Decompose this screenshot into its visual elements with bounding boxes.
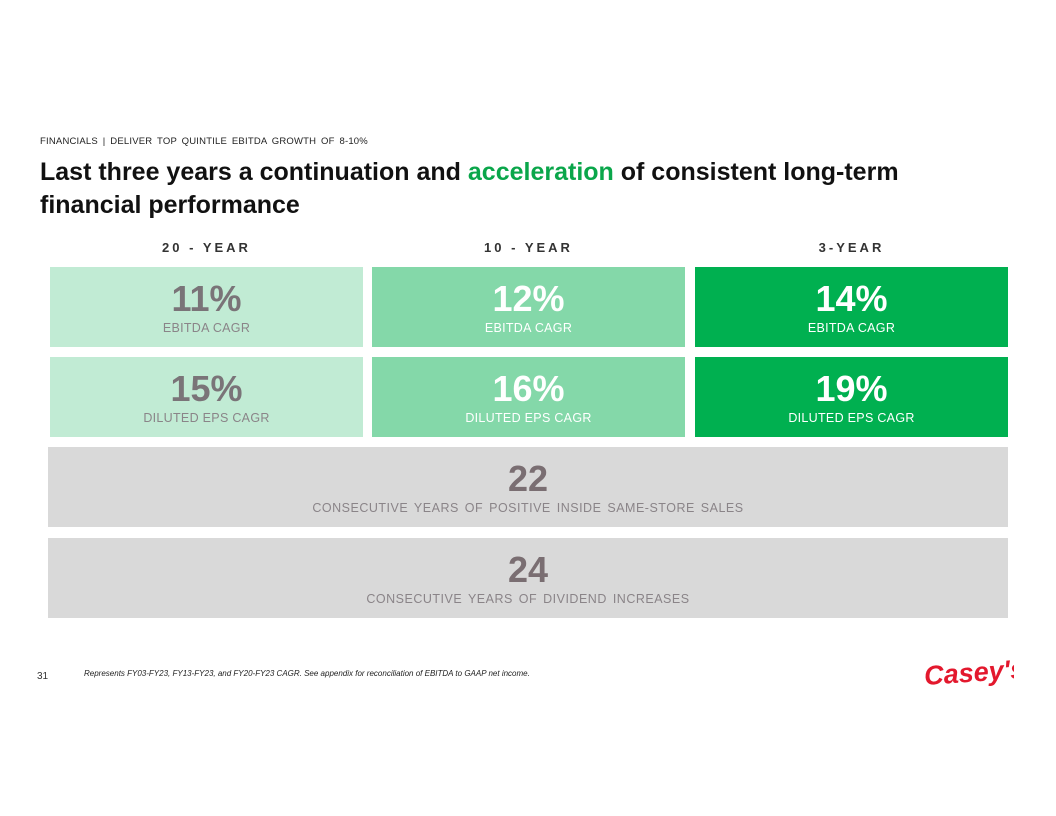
tile-label: EBITDA CAGR bbox=[162, 321, 251, 335]
band-value: 22 bbox=[507, 458, 549, 499]
title-part-1: Last three years a continuation and bbox=[40, 158, 468, 186]
footnote: Represents FY03-FY23, FY13-FY23, and FY2… bbox=[84, 669, 530, 678]
title-part-2: of consistent long-term financial perfor… bbox=[40, 158, 899, 219]
band-dividend-increases: 24 CONSECUTIVE YEARS OF DIVIDEND INCREAS… bbox=[48, 538, 1008, 618]
tile-3-year-eps: 19% DILUTED EPS CAGR bbox=[695, 357, 1008, 437]
tile-value: 16% bbox=[492, 368, 565, 409]
tile-label: DILUTED EPS CAGR bbox=[465, 411, 592, 425]
tile-label: EBITDA CAGR bbox=[807, 321, 896, 335]
band-label: CONSECUTIVE YEARS OF POSITIVE INSIDE SAM… bbox=[312, 501, 744, 515]
band-label: CONSECUTIVE YEARS OF DIVIDEND INCREASES bbox=[366, 592, 690, 606]
band-value: 24 bbox=[507, 549, 549, 590]
tile-10-year-eps: 16% DILUTED EPS CAGR bbox=[372, 357, 685, 437]
title-accent: acceleration bbox=[467, 158, 614, 186]
page-number: 31 bbox=[37, 671, 49, 682]
tile-value: 14% bbox=[815, 278, 888, 319]
tile-value: 12% bbox=[492, 278, 565, 319]
column-header-3-year: 3-YEAR bbox=[818, 240, 885, 255]
tile-20-year-eps: 15% DILUTED EPS CAGR bbox=[50, 357, 363, 437]
tile-label: EBITDA CAGR bbox=[484, 321, 573, 335]
logo-wordmark: Casey's bbox=[923, 654, 1014, 691]
column-header-20-year: 20 - YEAR bbox=[162, 240, 251, 255]
tile-value: 11% bbox=[171, 278, 242, 319]
tile-value: 19% bbox=[815, 368, 888, 409]
tile-label: DILUTED EPS CAGR bbox=[788, 411, 915, 425]
tile-label: DILUTED EPS CAGR bbox=[143, 411, 270, 425]
section-eyebrow: FINANCIALS | DELIVER TOP QUINTILE EBITDA… bbox=[40, 136, 368, 147]
tile-10-year-ebitda: 12% EBITDA CAGR bbox=[372, 267, 685, 347]
slide-title: Last three years a continuation and acce… bbox=[40, 156, 980, 222]
tile-3-year-ebitda: 14% EBITDA CAGR bbox=[695, 267, 1008, 347]
column-header-10-year: 10 - YEAR bbox=[484, 240, 573, 255]
band-same-store-sales: 22 CONSECUTIVE YEARS OF POSITIVE INSIDE … bbox=[48, 447, 1008, 527]
tile-20-year-ebitda: 11% EBITDA CAGR bbox=[50, 267, 363, 347]
tile-value: 15% bbox=[170, 368, 243, 409]
caseys-logo: Casey's bbox=[923, 654, 1014, 691]
